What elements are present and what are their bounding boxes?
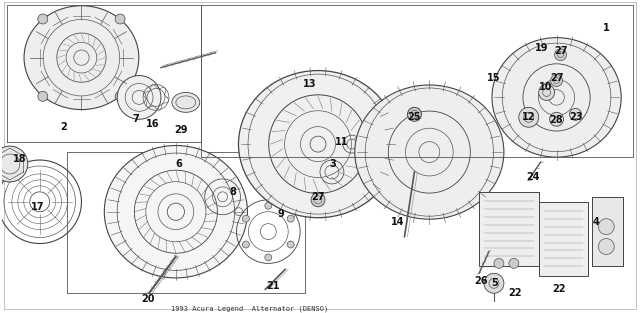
Text: 24: 24 — [526, 172, 540, 182]
Circle shape — [598, 239, 614, 254]
Circle shape — [519, 107, 539, 127]
Text: 22: 22 — [508, 288, 522, 298]
Text: 19: 19 — [535, 43, 548, 53]
Ellipse shape — [172, 92, 200, 112]
Circle shape — [243, 215, 250, 222]
Ellipse shape — [239, 70, 397, 218]
Circle shape — [38, 14, 48, 24]
Circle shape — [117, 75, 161, 119]
Circle shape — [287, 241, 294, 248]
Text: 13: 13 — [303, 80, 317, 90]
Ellipse shape — [24, 6, 139, 110]
Text: 12: 12 — [522, 112, 536, 122]
Text: 8: 8 — [229, 187, 236, 197]
Text: 22: 22 — [552, 284, 565, 294]
Circle shape — [265, 254, 272, 261]
Circle shape — [539, 85, 555, 100]
Circle shape — [243, 241, 250, 248]
Circle shape — [550, 112, 564, 126]
Ellipse shape — [104, 146, 248, 278]
Circle shape — [494, 259, 504, 268]
Bar — [539, 202, 588, 276]
Text: 10: 10 — [539, 82, 552, 92]
Text: 21: 21 — [266, 281, 280, 291]
Text: 18: 18 — [13, 154, 27, 164]
Text: 29: 29 — [174, 125, 188, 135]
Circle shape — [311, 193, 325, 207]
Text: 28: 28 — [548, 115, 563, 125]
Circle shape — [555, 49, 566, 61]
Circle shape — [408, 107, 421, 121]
Circle shape — [550, 74, 563, 86]
Bar — [479, 192, 539, 266]
Text: 4: 4 — [593, 217, 600, 227]
Circle shape — [115, 14, 125, 24]
Text: 9: 9 — [278, 209, 285, 219]
Circle shape — [115, 91, 125, 101]
Ellipse shape — [492, 38, 621, 157]
Text: 7: 7 — [132, 114, 140, 124]
Text: 1993 Acura Legend  Alternator (DENSO): 1993 Acura Legend Alternator (DENSO) — [171, 305, 328, 312]
Text: 6: 6 — [175, 159, 182, 169]
Text: 15: 15 — [487, 73, 500, 83]
Circle shape — [598, 219, 614, 234]
Circle shape — [0, 146, 28, 182]
Text: 17: 17 — [31, 202, 44, 212]
Text: 27: 27 — [311, 192, 324, 202]
Ellipse shape — [355, 85, 504, 219]
Text: 27: 27 — [554, 46, 567, 56]
Bar — [593, 197, 623, 266]
Text: 3: 3 — [330, 159, 336, 169]
Circle shape — [509, 259, 519, 268]
Text: 5: 5 — [492, 278, 499, 288]
Text: 16: 16 — [147, 119, 160, 129]
Text: 23: 23 — [570, 112, 583, 122]
Text: 27: 27 — [550, 73, 563, 83]
Text: 2: 2 — [60, 122, 67, 132]
Circle shape — [484, 273, 504, 293]
Circle shape — [38, 91, 48, 101]
Text: 25: 25 — [408, 112, 421, 122]
Text: 26: 26 — [474, 276, 488, 286]
Text: 1: 1 — [603, 23, 610, 33]
Text: 20: 20 — [141, 294, 155, 304]
Text: 14: 14 — [391, 217, 404, 227]
Text: 11: 11 — [335, 137, 349, 147]
Circle shape — [570, 108, 581, 120]
Circle shape — [265, 202, 272, 209]
Circle shape — [287, 215, 294, 222]
